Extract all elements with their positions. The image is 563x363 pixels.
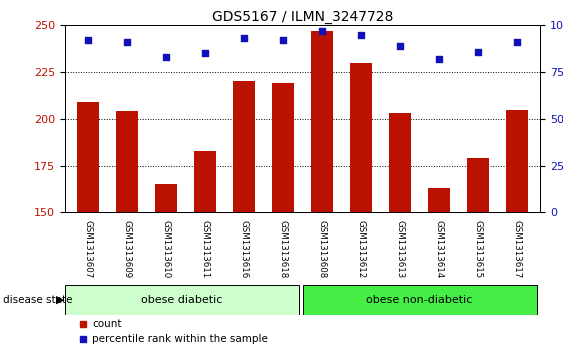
Text: GSM1313613: GSM1313613: [396, 220, 405, 278]
Text: GSM1313615: GSM1313615: [473, 220, 482, 278]
Bar: [467, 158, 489, 212]
Text: GSM1313612: GSM1313612: [356, 220, 365, 278]
Point: [473, 49, 482, 54]
Text: obese non-diabetic: obese non-diabetic: [367, 295, 473, 305]
Bar: [311, 31, 333, 212]
Bar: [65, 285, 299, 315]
Point: [512, 39, 521, 45]
Point: [240, 36, 249, 41]
Point: [356, 32, 365, 38]
Bar: [234, 82, 255, 212]
Text: obese diabetic: obese diabetic: [141, 295, 222, 305]
Text: GSM1313609: GSM1313609: [123, 220, 132, 278]
Text: GSM1313617: GSM1313617: [512, 220, 521, 278]
Text: GSM1313616: GSM1313616: [240, 220, 249, 278]
Bar: [350, 63, 372, 212]
Point: [279, 37, 288, 43]
Bar: [428, 188, 450, 212]
Point: [435, 56, 444, 62]
Text: GSM1313611: GSM1313611: [200, 220, 209, 278]
Text: GSM1313618: GSM1313618: [279, 220, 288, 278]
Text: GSM1313608: GSM1313608: [318, 220, 327, 278]
Text: GSM1313614: GSM1313614: [435, 220, 444, 278]
Text: GSM1313610: GSM1313610: [162, 220, 171, 278]
Text: percentile rank within the sample: percentile rank within the sample: [92, 334, 268, 344]
Bar: [390, 113, 411, 212]
Point: [162, 54, 171, 60]
Title: GDS5167 / ILMN_3247728: GDS5167 / ILMN_3247728: [212, 11, 394, 24]
Text: ▶: ▶: [56, 295, 65, 305]
Bar: [78, 102, 99, 212]
Bar: [272, 83, 294, 212]
Bar: [117, 111, 138, 212]
Text: GSM1313607: GSM1313607: [84, 220, 93, 278]
Bar: [194, 151, 216, 212]
Point: [200, 50, 209, 56]
Point: [396, 43, 405, 49]
Text: count: count: [92, 319, 122, 329]
Bar: [303, 285, 537, 315]
Point: [318, 28, 327, 34]
Point: [84, 37, 93, 43]
Bar: [506, 110, 528, 212]
Point: [123, 39, 132, 45]
Text: disease state: disease state: [3, 295, 72, 305]
Bar: [155, 184, 177, 212]
